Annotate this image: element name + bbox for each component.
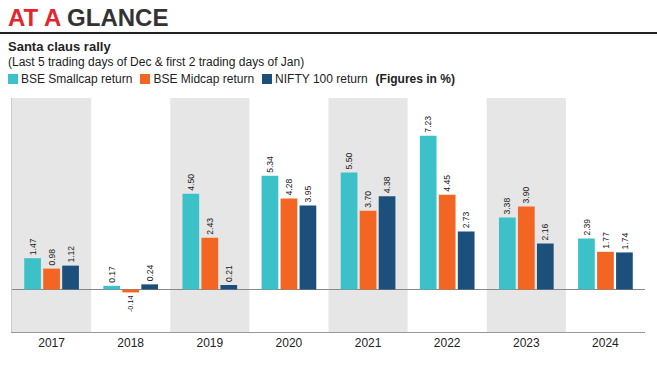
svg-text:3.38: 3.38 [502, 198, 512, 215]
svg-text:5.34: 5.34 [265, 156, 275, 173]
svg-text:2017: 2017 [38, 336, 65, 350]
svg-text:3.90: 3.90 [521, 187, 531, 204]
svg-text:4.50: 4.50 [186, 174, 196, 191]
html-text:(Last 5 trading days of Dec &: (Last 5 trading days of Dec & first 2 tr… [8, 55, 305, 69]
svg-text:4.28: 4.28 [284, 178, 294, 195]
html-text:BSE Smallcap return: BSE Smallcap return [21, 72, 133, 86]
html-text:Santa claus rally: Santa claus rally [8, 39, 111, 54]
svg-text:1.47: 1.47 [28, 238, 38, 255]
svg-text:0.98: 0.98 [47, 249, 57, 266]
svg-text:5.50: 5.50 [344, 153, 354, 170]
svg-text:1.12: 1.12 [66, 246, 76, 263]
svg-text:0.17: 0.17 [107, 266, 117, 283]
html-text:BSE Midcap return: BSE Midcap return [153, 72, 255, 86]
svg-text:0.21: 0.21 [224, 265, 234, 282]
svg-text:2024: 2024 [592, 336, 619, 350]
svg-text:4.45: 4.45 [442, 175, 452, 192]
svg-text:-0.14: -0.14 [126, 295, 135, 312]
svg-text:1.74: 1.74 [620, 233, 630, 250]
svg-text:3.70: 3.70 [363, 191, 373, 208]
html-text:(Figures in %): (Figures in %) [375, 72, 455, 86]
svg-text:2.39: 2.39 [582, 219, 592, 236]
svg-text:0.24: 0.24 [145, 264, 155, 281]
svg-text:4.38: 4.38 [382, 176, 392, 193]
svg-text:2.16: 2.16 [540, 224, 550, 241]
svg-text:2.43: 2.43 [205, 218, 215, 235]
svg-text:3.95: 3.95 [303, 186, 313, 203]
svg-text:2019: 2019 [196, 336, 223, 350]
svg-text:2023: 2023 [513, 336, 540, 350]
svg-text:2018: 2018 [117, 336, 144, 350]
svg-text:7.23: 7.23 [423, 116, 433, 133]
svg-text:2.73: 2.73 [461, 211, 471, 228]
html-text:NIFTY 100 return: NIFTY 100 return [275, 72, 368, 86]
svg-text:1.77: 1.77 [601, 232, 611, 249]
svg-text:2021: 2021 [355, 336, 382, 350]
svg-text:2022: 2022 [434, 336, 461, 350]
svg-text:2020: 2020 [276, 336, 303, 350]
html-text:AT A GLANCE: AT A GLANCE [8, 4, 169, 31]
